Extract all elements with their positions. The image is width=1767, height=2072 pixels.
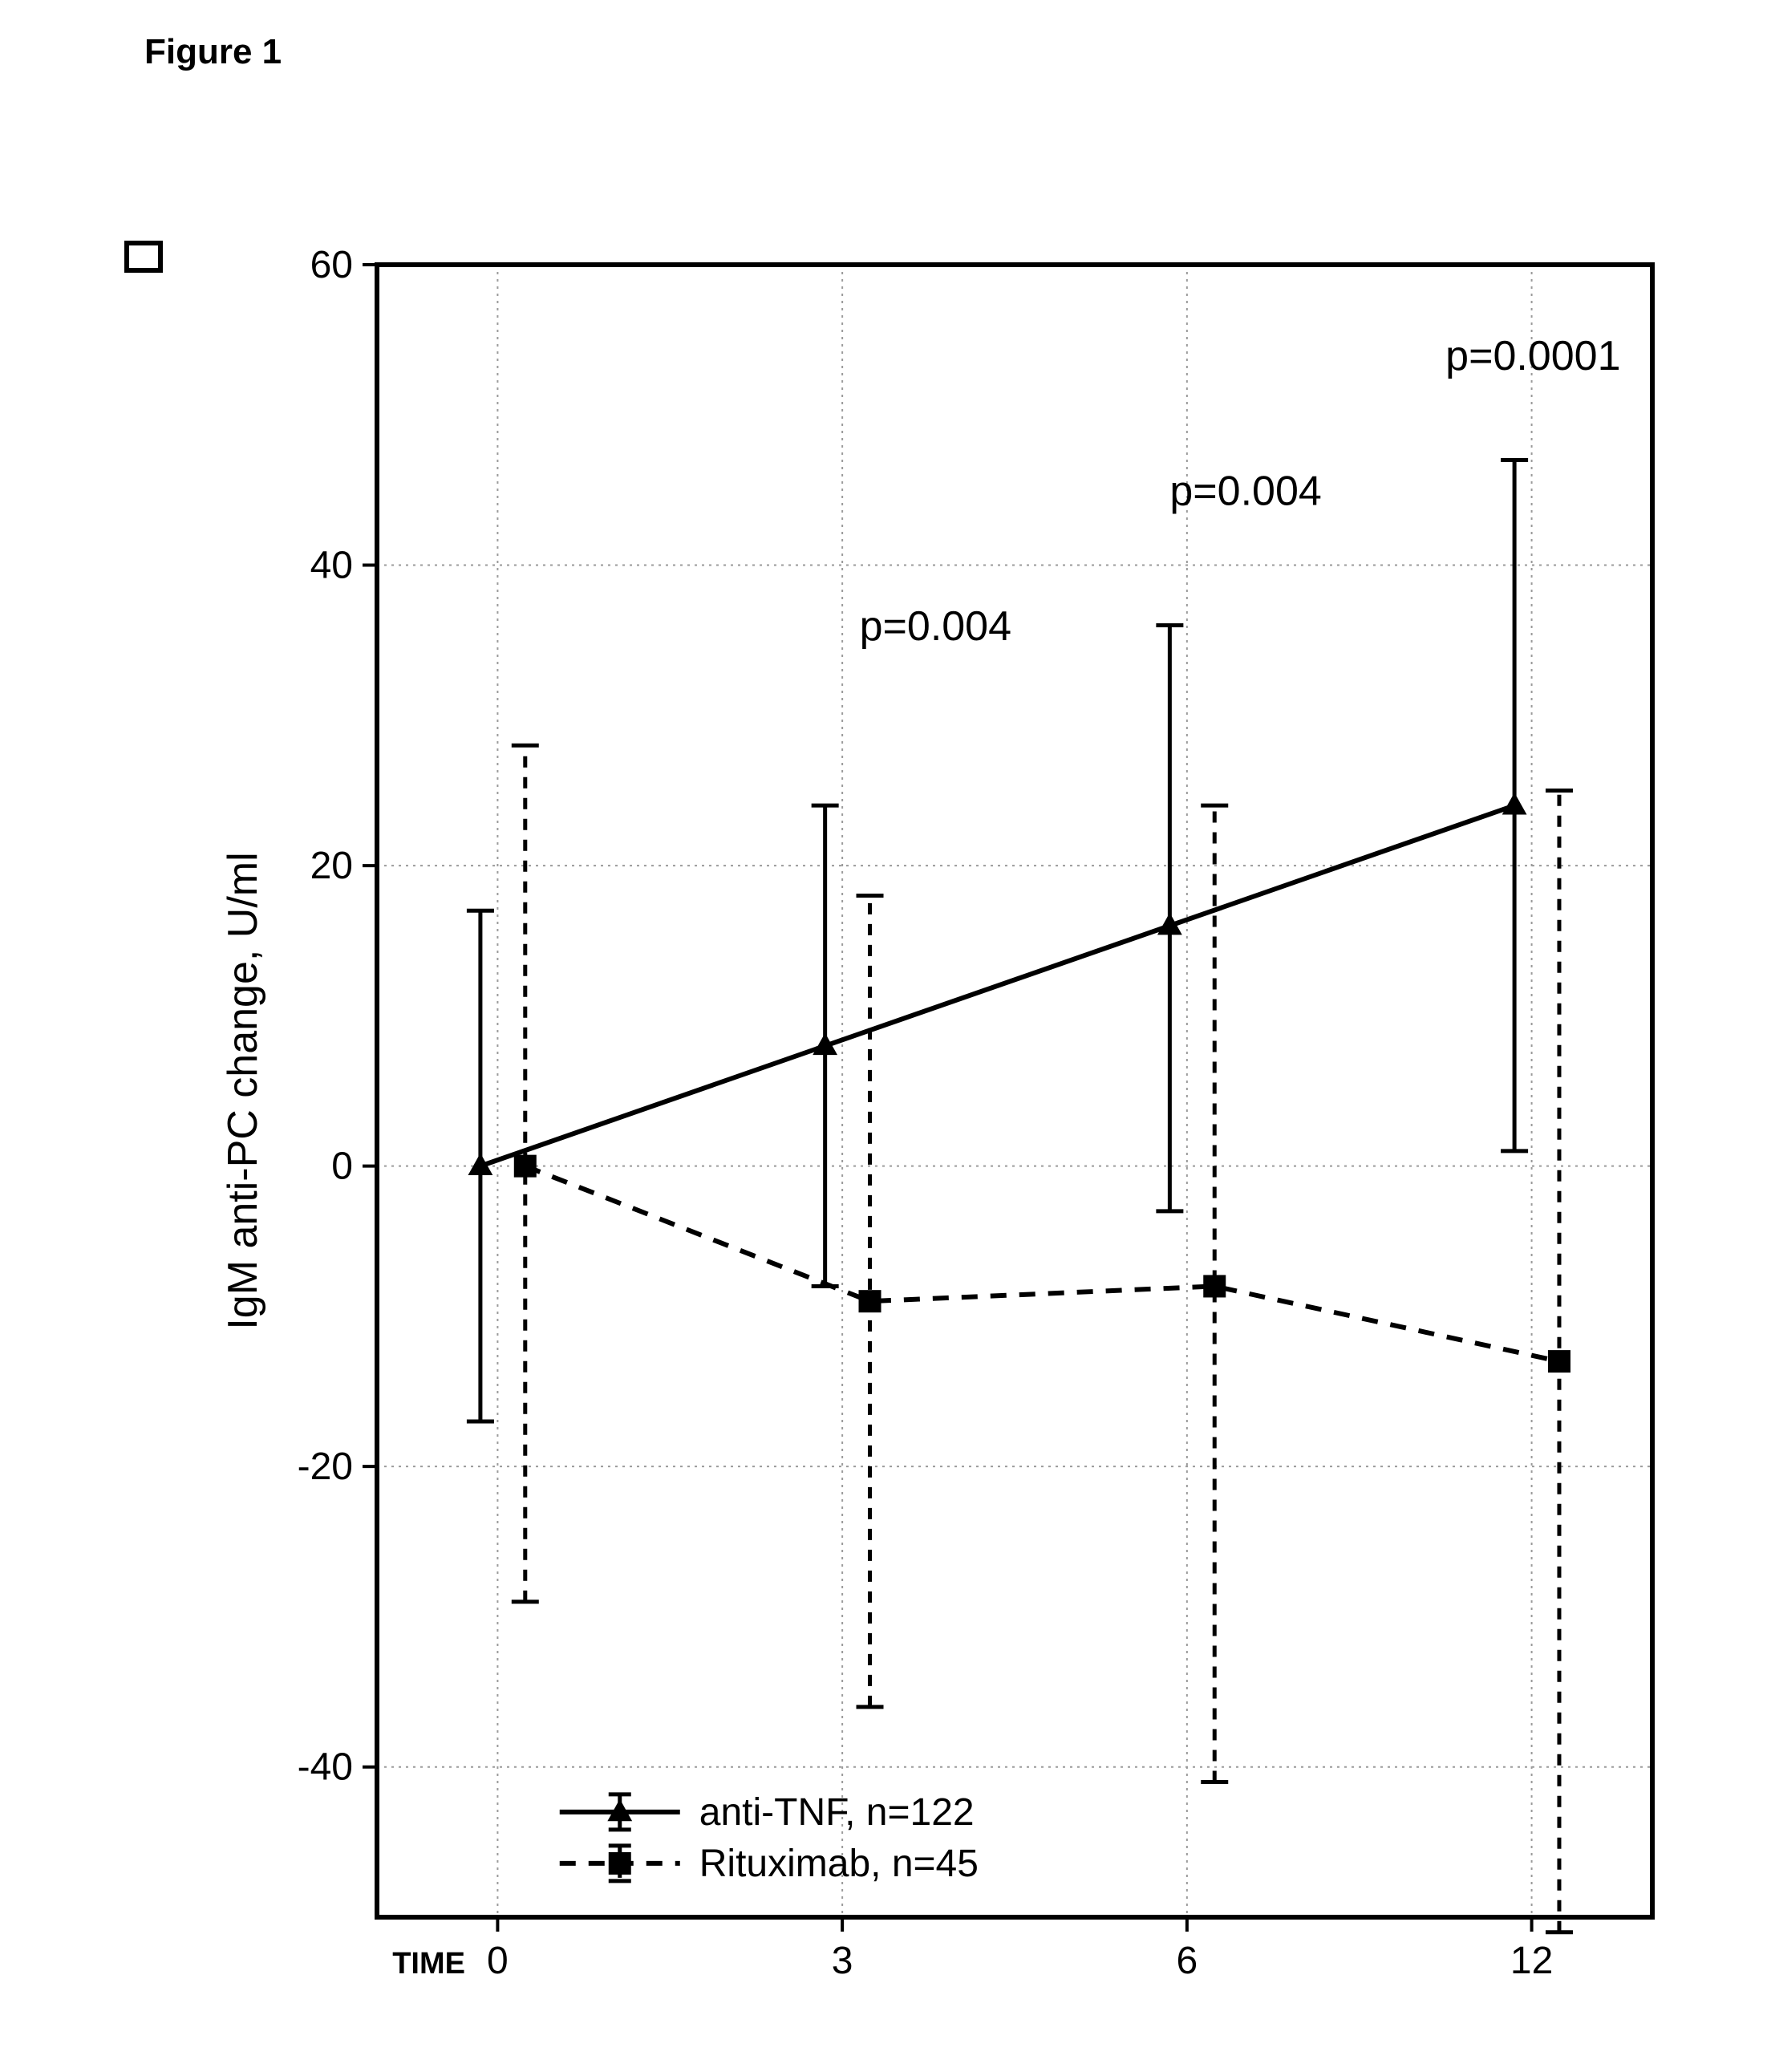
svg-text:12: 12 (1510, 1940, 1553, 1982)
legend-label: anti-TNF, n=122 (699, 1791, 975, 1834)
chart-svg: -40 -20 0 20 40 60 0 3 6 12 TIME IgM anti-PC change… (209, 241, 1668, 2054)
figure-title: Figure 1 (144, 32, 282, 72)
p-value-annotation: p=0.004 (860, 603, 1011, 650)
svg-text:40: 40 (310, 545, 353, 587)
svg-text:20: 20 (310, 845, 353, 887)
svg-text:IgM anti-PC change, U/ml: IgM anti-PC change, U/ml (220, 852, 266, 1329)
svg-text:0: 0 (331, 1145, 353, 1188)
p-value-annotation: p=0.0001 (1445, 333, 1620, 379)
svg-text:3: 3 (832, 1940, 853, 1982)
svg-text:-40: -40 (298, 1746, 353, 1789)
p-value-annotation: p=0.004 (1169, 468, 1321, 515)
svg-text:0: 0 (487, 1940, 509, 1982)
svg-text:60: 60 (310, 244, 353, 286)
chart-container: -40 -20 0 20 40 60 0 3 6 12 TIME IgM anti-PC change… (209, 241, 1668, 2054)
svg-text:-20: -20 (298, 1446, 353, 1488)
legend-label: Rituximab, n=45 (699, 1843, 979, 1885)
corner-mark-icon (124, 241, 163, 273)
svg-text:6: 6 (1177, 1940, 1198, 1982)
svg-text:TIME: TIME (392, 1947, 465, 1981)
